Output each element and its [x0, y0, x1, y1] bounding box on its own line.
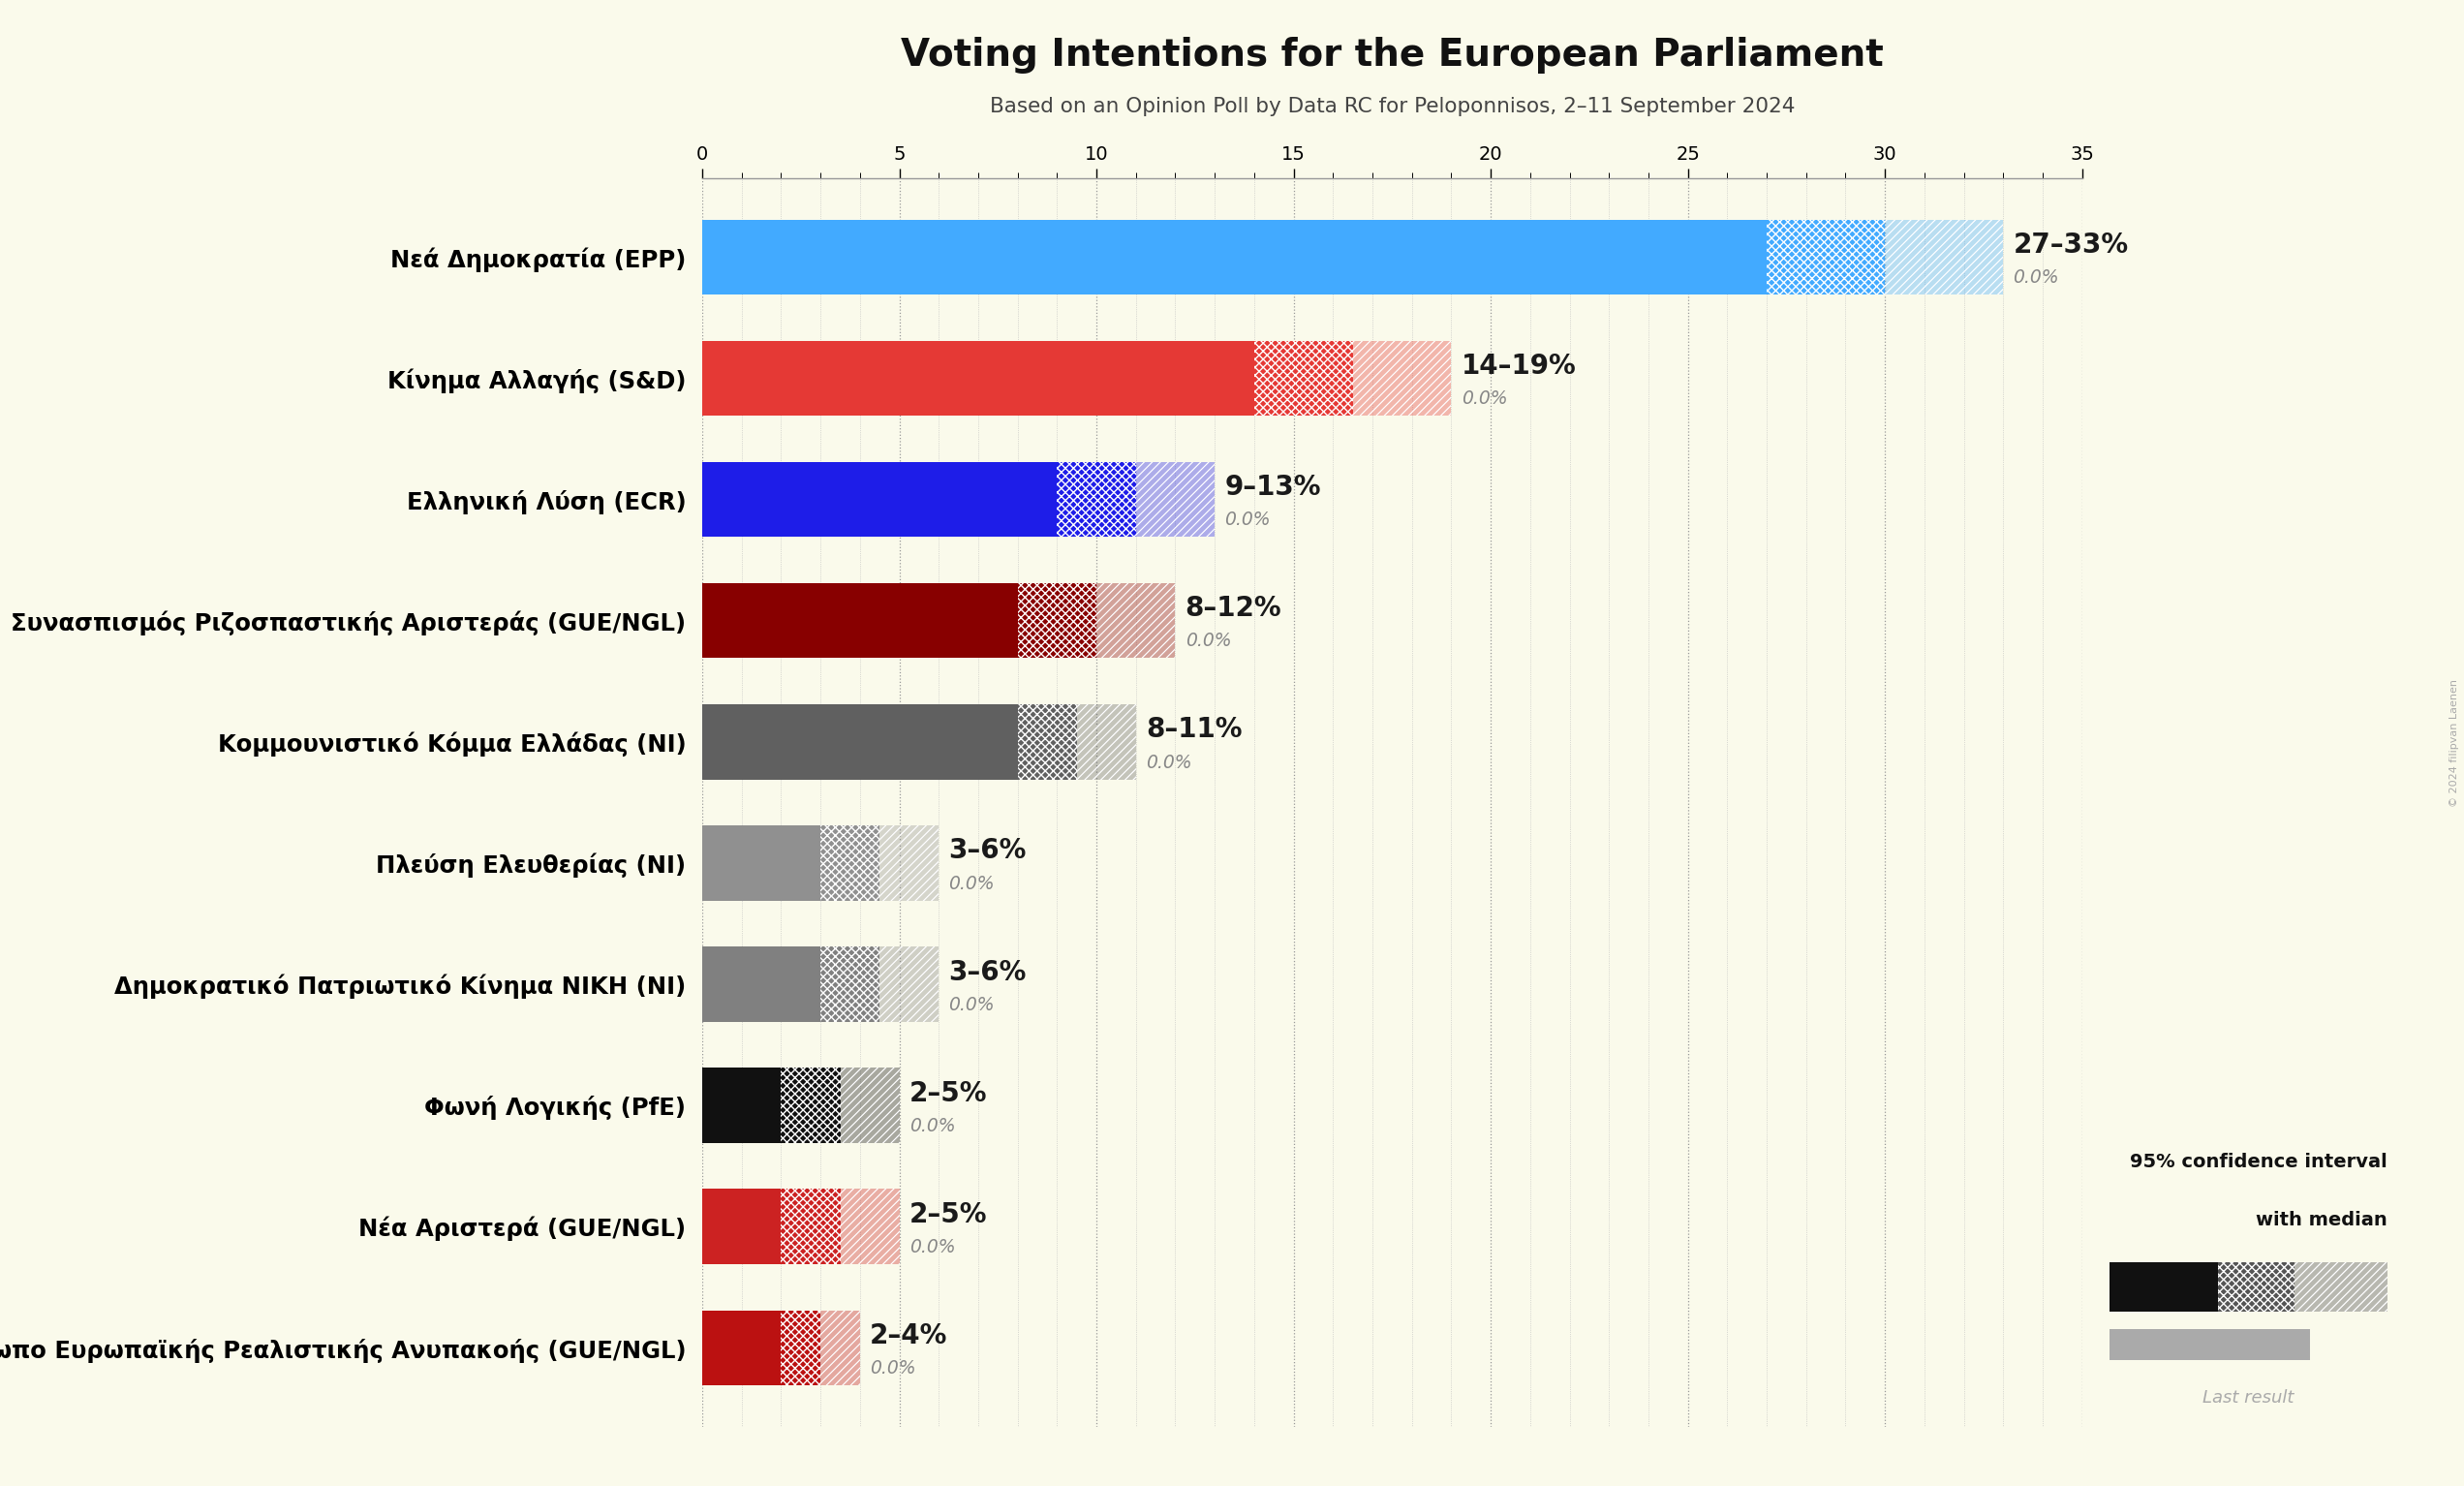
Bar	[702, 462, 1057, 536]
Text: Based on an Opinion Poll by Data RC for Peloponnisos, 2–11 September 2024: Based on an Opinion Poll by Data RC for …	[991, 97, 1794, 116]
Bar	[1885, 220, 2003, 294]
Bar	[702, 1311, 781, 1385]
Bar	[821, 825, 880, 901]
Text: 0.0%: 0.0%	[949, 996, 995, 1013]
Text: 27–33%: 27–33%	[2013, 232, 2129, 259]
Text: 8–11%: 8–11%	[1146, 716, 1242, 743]
Bar	[1767, 220, 1885, 294]
Bar	[821, 1311, 860, 1385]
Bar	[2294, 1263, 2388, 1312]
Text: 8–12%: 8–12%	[1185, 594, 1281, 623]
Bar	[880, 947, 939, 1022]
Bar	[702, 1189, 781, 1265]
Bar	[2218, 1263, 2294, 1312]
Bar	[821, 947, 880, 1022]
Bar	[1096, 583, 1175, 658]
Text: 2–5%: 2–5%	[909, 1201, 988, 1227]
Text: 0.0%: 0.0%	[909, 1117, 956, 1135]
Text: 95% confidence interval: 95% confidence interval	[2129, 1153, 2388, 1171]
Bar	[840, 1189, 899, 1265]
Text: 14–19%: 14–19%	[1461, 352, 1577, 380]
Bar	[702, 1068, 781, 1143]
Text: 0.0%: 0.0%	[949, 874, 995, 893]
Bar	[702, 340, 1254, 416]
Bar	[880, 947, 939, 1022]
Text: 0.0%: 0.0%	[909, 1238, 956, 1256]
Bar	[1136, 462, 1215, 536]
Text: © 2024 filipvan Laenen: © 2024 filipvan Laenen	[2449, 679, 2459, 807]
Bar	[840, 1068, 899, 1143]
Bar	[781, 1311, 821, 1385]
Text: 2–4%: 2–4%	[870, 1323, 949, 1349]
Bar	[702, 220, 1767, 294]
Text: 0.0%: 0.0%	[1461, 389, 1508, 409]
Bar	[702, 947, 821, 1022]
Bar	[1018, 583, 1096, 658]
Bar	[2109, 1263, 2218, 1312]
Text: 3–6%: 3–6%	[949, 958, 1027, 985]
Bar	[781, 1189, 840, 1265]
Bar	[2109, 1328, 2311, 1361]
Text: 9–13%: 9–13%	[1225, 474, 1321, 501]
Text: 0.0%: 0.0%	[2013, 269, 2060, 287]
Text: 2–5%: 2–5%	[909, 1080, 988, 1107]
Bar	[1885, 220, 2003, 294]
Text: with median: with median	[2255, 1211, 2388, 1229]
Bar	[880, 825, 939, 901]
Bar	[1353, 340, 1451, 416]
Bar	[781, 1068, 840, 1143]
Bar	[1018, 704, 1077, 780]
Bar	[702, 583, 1018, 658]
Bar	[1136, 462, 1215, 536]
Bar	[2294, 1263, 2388, 1312]
Text: 0.0%: 0.0%	[1185, 632, 1232, 651]
Bar	[880, 825, 939, 901]
Bar	[702, 704, 1018, 780]
Text: Last result: Last result	[2203, 1389, 2294, 1407]
Text: Voting Intentions for the European Parliament: Voting Intentions for the European Parli…	[902, 37, 1882, 74]
Bar	[821, 1311, 860, 1385]
Bar	[1254, 340, 1353, 416]
Bar	[840, 1189, 899, 1265]
Bar	[1077, 704, 1136, 780]
Text: 3–6%: 3–6%	[949, 837, 1027, 865]
Bar	[1353, 340, 1451, 416]
Text: 0.0%: 0.0%	[1225, 511, 1271, 529]
Bar	[1077, 704, 1136, 780]
Text: 0.0%: 0.0%	[1146, 753, 1193, 771]
Text: 0.0%: 0.0%	[870, 1360, 917, 1378]
Bar	[840, 1068, 899, 1143]
Bar	[1096, 583, 1175, 658]
Bar	[702, 825, 821, 901]
Bar	[1057, 462, 1136, 536]
